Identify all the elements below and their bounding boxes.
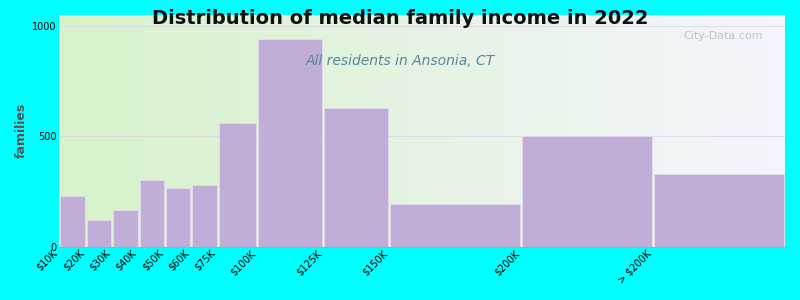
Bar: [87, 220, 111, 247]
Bar: [522, 136, 652, 247]
Bar: [61, 196, 85, 247]
Bar: [193, 185, 217, 247]
Y-axis label: families: families: [15, 103, 28, 158]
Bar: [324, 108, 388, 247]
Bar: [140, 181, 164, 247]
Bar: [219, 123, 256, 247]
Bar: [654, 174, 784, 247]
Text: City-Data.com: City-Data.com: [684, 31, 763, 41]
Bar: [166, 188, 190, 247]
Text: All residents in Ansonia, CT: All residents in Ansonia, CT: [306, 54, 494, 68]
Bar: [258, 39, 322, 247]
Bar: [114, 210, 138, 247]
Bar: [390, 204, 520, 247]
Text: Distribution of median family income in 2022: Distribution of median family income in …: [152, 9, 648, 28]
